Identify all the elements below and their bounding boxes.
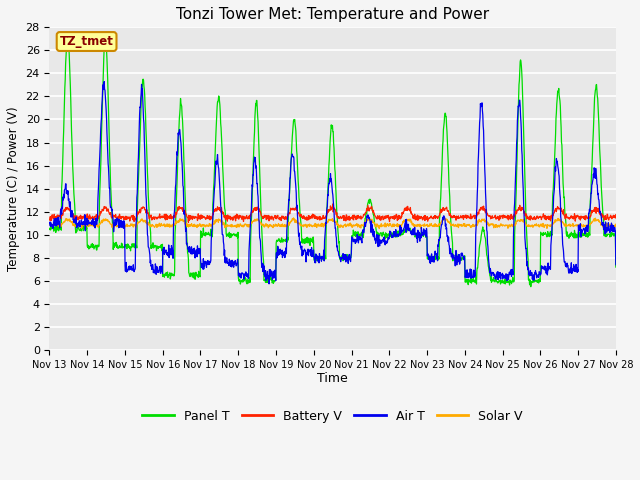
Legend: Panel T, Battery V, Air T, Solar V: Panel T, Battery V, Air T, Solar V — [138, 405, 528, 428]
X-axis label: Time: Time — [317, 372, 348, 385]
Text: TZ_tmet: TZ_tmet — [60, 35, 113, 48]
Y-axis label: Temperature (C) / Power (V): Temperature (C) / Power (V) — [7, 106, 20, 271]
Title: Tonzi Tower Met: Temperature and Power: Tonzi Tower Met: Temperature and Power — [176, 7, 489, 22]
